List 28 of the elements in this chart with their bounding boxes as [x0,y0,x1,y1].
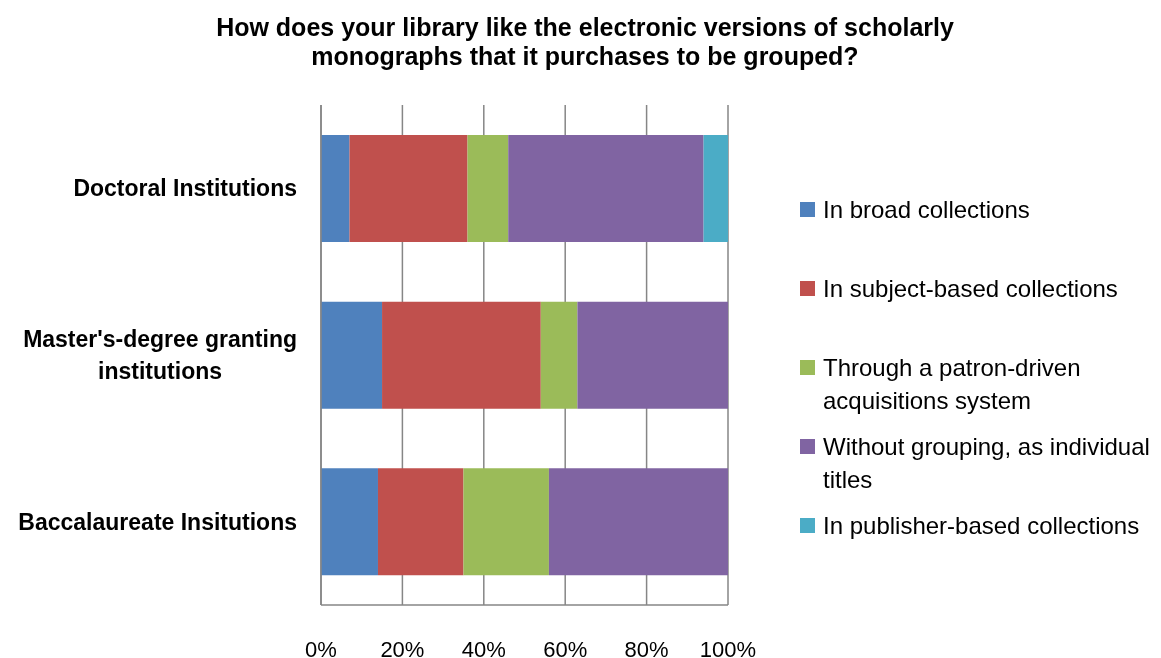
bar [548,468,728,576]
bar [540,301,578,409]
y-tick-label: Baccalaureate Insitutions [18,508,297,535]
x-tick-label: 20% [380,636,425,658]
legend-label: Through a patron-driven acquisitions system [823,352,1082,416]
bar [321,301,383,409]
bar [321,468,378,576]
y-tick-label: Master's-degree granting institutions [23,326,297,385]
x-tick-label: 80% [624,636,669,658]
bar [703,135,728,242]
legend-label: Without grouping, as individual titles [823,431,1151,495]
bar [508,135,704,242]
legend-label: In broad collections [823,194,1031,225]
bar [467,135,509,242]
x-tick-label: 100% [699,636,757,658]
legend-label: In publisher-based collections [823,510,1141,541]
bar [349,135,468,242]
bar [321,135,350,242]
chart-title: How does your library like the electronic versions of scholarly monographs that it purchases to be grouped? [215,13,955,71]
x-tick-label: 40% [461,636,506,658]
y-tick-label: Doctoral Institutions [73,175,298,202]
bar [382,301,541,409]
bar [463,468,549,576]
legend-label: In subject-based collections [823,273,1119,304]
bar [577,301,728,409]
bar [377,468,464,576]
x-tick-label: 60% [543,636,588,658]
x-tick-label: 0% [305,636,337,658]
